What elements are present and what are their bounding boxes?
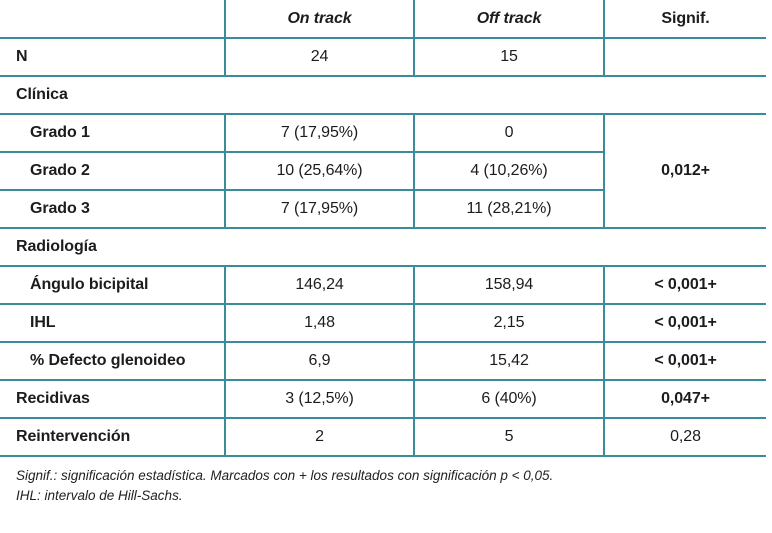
footnote-ihl: IHL: intervalo de Hill-Sachs.	[16, 488, 183, 504]
on-track-value: 7 (17,95%)	[224, 190, 414, 229]
off-track-value: 5	[413, 418, 604, 457]
on-track-value: 24	[224, 38, 414, 77]
off-track-value: 0	[413, 114, 604, 153]
row-label: % Defecto glenoideo	[0, 342, 225, 381]
row-label: Grado 2	[0, 152, 225, 191]
row-label: Grado 1	[0, 114, 225, 153]
header-signif: Signif.	[603, 0, 766, 39]
off-track-value: 11 (28,21%)	[413, 190, 604, 229]
off-track-value: 15,42	[413, 342, 604, 381]
header-off-track: Off track	[413, 0, 604, 39]
header-empty-cell	[0, 0, 225, 39]
signif-value: 0,047+	[603, 380, 766, 419]
on-track-value: 7 (17,95%)	[224, 114, 414, 153]
section-row-radiologia: Radiología	[0, 228, 766, 267]
signif-merged-value: 0,012+	[603, 114, 766, 229]
off-track-value: 15	[413, 38, 604, 77]
table-header-row: On track Off track Signif.	[0, 0, 766, 39]
table-row-reintervencion: Reintervención 2 5 0,28	[0, 418, 766, 457]
results-table: On track Off track Signif. N 24 15 Clíni…	[0, 0, 766, 457]
off-track-value: 4 (10,26%)	[413, 152, 604, 191]
row-label: Grado 3	[0, 190, 225, 229]
row-label: IHL	[0, 304, 225, 343]
table-row-recidivas: Recidivas 3 (12,5%) 6 (40%) 0,047+	[0, 380, 766, 419]
signif-value: < 0,001+	[603, 342, 766, 381]
on-track-value: 3 (12,5%)	[224, 380, 414, 419]
off-track-value: 158,94	[413, 266, 604, 305]
table-row-angulo-bicipital: Ángulo bicipital 146,24 158,94 < 0,001+	[0, 266, 766, 305]
signif-value: < 0,001+	[603, 266, 766, 305]
section-title: Radiología	[0, 228, 766, 267]
on-track-value: 2	[224, 418, 414, 457]
table-row-n: N 24 15	[0, 38, 766, 77]
section-row-clinica: Clínica	[0, 76, 766, 115]
footnote-signif: Signif.: significación estadística. Marc…	[16, 468, 554, 483]
table-row-grado1: Grado 1 7 (17,95%) 0 0,012+	[0, 114, 766, 229]
signif-value: 0,28	[603, 418, 766, 457]
signif-value	[603, 38, 766, 77]
off-track-value: 2,15	[413, 304, 604, 343]
on-track-value: 1,48	[224, 304, 414, 343]
table-footnotes: Signif.: significación estadística. Marc…	[0, 466, 772, 507]
row-label: Reintervención	[0, 418, 225, 457]
row-label: N	[0, 38, 225, 77]
table-row-grado2: Grado 2 10 (25,64%) 4 (10,26%)	[0, 152, 766, 191]
header-on-track: On track	[224, 0, 414, 39]
table-row-defecto-glenoideo: % Defecto glenoideo 6,9 15,42 < 0,001+	[0, 342, 766, 381]
on-track-value: 146,24	[224, 266, 414, 305]
on-track-value: 10 (25,64%)	[224, 152, 414, 191]
section-title: Clínica	[0, 76, 766, 115]
row-label: Recidivas	[0, 380, 225, 419]
signif-value: < 0,001+	[603, 304, 766, 343]
table-row-grado3: Grado 3 7 (17,95%) 11 (28,21%)	[0, 190, 766, 229]
row-label: Ángulo bicipital	[0, 266, 225, 305]
off-track-value: 6 (40%)	[413, 380, 604, 419]
on-track-value: 6,9	[224, 342, 414, 381]
table-row-ihl: IHL 1,48 2,15 < 0,001+	[0, 304, 766, 343]
